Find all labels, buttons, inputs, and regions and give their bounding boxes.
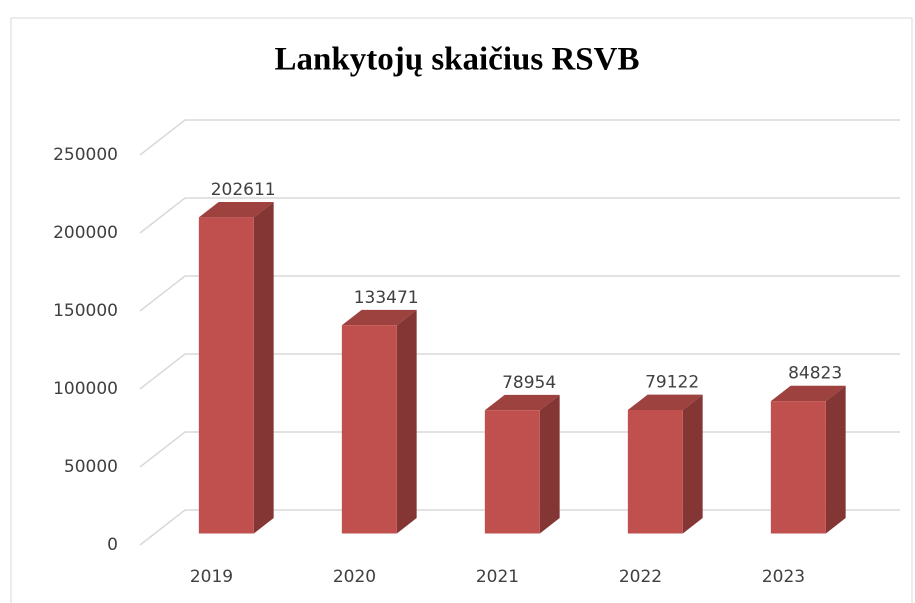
bar-top: [627, 394, 703, 411]
grid-line: [139, 119, 900, 156]
y-tick-label: 100000: [53, 379, 118, 399]
bar: [341, 309, 417, 534]
x-tick-label: 2023: [762, 567, 805, 587]
chart-title: Lankytojų skaičius RSVB: [275, 42, 640, 78]
bar-top: [770, 385, 846, 402]
bar: [198, 201, 274, 534]
grid-line: [139, 197, 900, 234]
x-tick-label: 2019: [190, 567, 233, 587]
x-tick-label: 2020: [333, 567, 376, 587]
bar-side: [682, 394, 703, 534]
y-tick-label: 200000: [53, 223, 118, 243]
bar-front: [484, 410, 540, 534]
bar: [770, 385, 846, 534]
bar-front: [198, 217, 254, 534]
x-tick-label: 2021: [476, 567, 519, 587]
grid-line: [139, 275, 900, 312]
bar-front: [341, 325, 397, 534]
bar-top: [341, 309, 417, 326]
bar-side: [825, 385, 846, 534]
y-tick-label: 0: [107, 535, 118, 555]
x-tick-label: 2022: [619, 567, 662, 587]
bar: [484, 394, 560, 534]
data-label: 133471: [354, 288, 419, 308]
bar-side: [253, 201, 274, 534]
y-tick-label: 50000: [64, 457, 118, 477]
y-tick-label: 250000: [53, 145, 118, 165]
bar-front: [627, 410, 683, 534]
data-label: 79122: [645, 373, 699, 393]
data-label: 84823: [788, 364, 842, 384]
y-tick-label: 150000: [53, 301, 118, 321]
bar-top: [484, 394, 560, 411]
bar-top: [198, 201, 274, 218]
grid-line: [139, 353, 900, 390]
bar-side: [396, 309, 417, 534]
bar-front: [770, 401, 826, 534]
bar: [627, 394, 703, 534]
data-label: 78954: [502, 373, 556, 393]
chart-frame: [10, 17, 913, 603]
data-label: 202611: [211, 180, 276, 200]
bar-side: [539, 394, 560, 534]
